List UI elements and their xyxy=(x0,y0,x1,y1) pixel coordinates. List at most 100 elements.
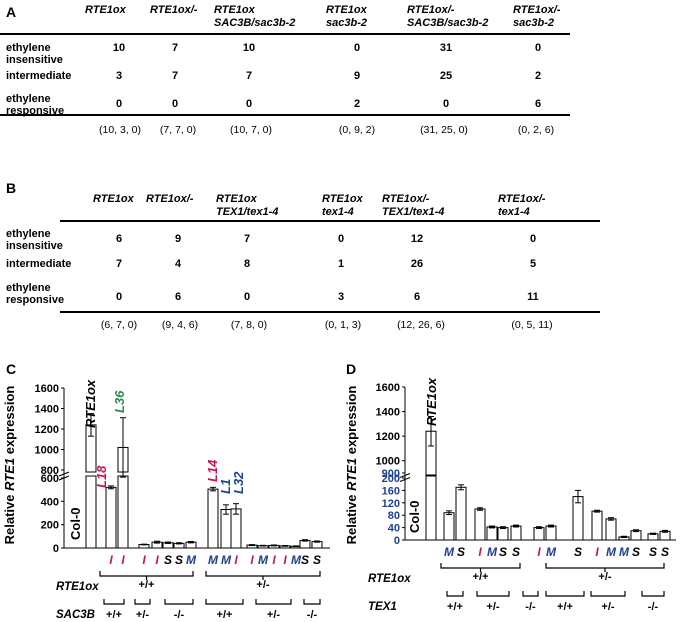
table-cell: 10 xyxy=(112,42,126,54)
group-bracket xyxy=(164,599,194,605)
bar-label: L36 xyxy=(112,390,127,413)
group-bracket xyxy=(545,563,665,569)
panel-letter: A xyxy=(6,4,17,20)
table-cell: 0 xyxy=(115,291,123,303)
table-cell: 5 xyxy=(529,258,537,270)
y-tick-label: 0 xyxy=(53,543,59,555)
panel-letter: C xyxy=(6,361,16,377)
category-label: S xyxy=(632,545,640,559)
table-cell: 2 xyxy=(353,98,361,110)
table-cell: 11 xyxy=(527,291,539,303)
category-label: I xyxy=(109,553,113,567)
category-label: I xyxy=(250,553,254,567)
column-header: RTE1ox/- SAC3B/sac3b-2 xyxy=(407,4,489,29)
count-tuple: (9, 4, 6) xyxy=(161,319,199,331)
count-tuple: (10, 3, 0) xyxy=(98,124,142,136)
column-header: RTE1ox xyxy=(85,4,126,16)
table-cell: 9 xyxy=(174,233,182,245)
bar-label: L14 xyxy=(205,459,220,482)
column-header: RTE1ox xyxy=(93,193,134,205)
y-axis-label: Relative RTE1 expression xyxy=(344,386,359,545)
table-cell: 31 xyxy=(439,42,453,54)
category-label: I xyxy=(478,545,482,559)
group-bracket xyxy=(446,591,464,597)
bar xyxy=(545,525,557,541)
category-label: S xyxy=(512,545,520,559)
y-tick-label: 120 xyxy=(382,498,400,510)
bar xyxy=(497,527,509,541)
bar xyxy=(605,518,617,541)
count-tuple: (10, 7, 0) xyxy=(229,124,273,136)
bar xyxy=(220,509,232,549)
category-label: I xyxy=(234,553,238,567)
bar xyxy=(85,475,97,549)
table-cell: 0 xyxy=(529,233,537,245)
y-tick-label: 200 xyxy=(41,520,59,532)
category-label: I xyxy=(272,553,276,567)
category-label: S xyxy=(164,553,172,567)
footer-rule xyxy=(60,311,600,313)
group-label: -/- xyxy=(525,601,536,613)
category-label: M xyxy=(619,545,630,559)
panel-letter: B xyxy=(6,180,17,196)
group-label: -/- xyxy=(307,609,318,621)
group-label: +/+ xyxy=(106,609,122,621)
table-cell: 10 xyxy=(242,42,256,54)
table-cell: 7 xyxy=(171,70,179,82)
category-label: I xyxy=(155,553,159,567)
count-tuple: (0, 2, 6) xyxy=(517,124,555,136)
axis-break-mark xyxy=(399,473,411,478)
category-label: S xyxy=(574,545,582,559)
y-tick-label: 1200 xyxy=(376,431,400,443)
group-bracket xyxy=(205,599,244,605)
group-bracket xyxy=(476,591,510,597)
count-tuple: (7, 7, 0) xyxy=(159,124,197,136)
y-axis-label-part: expression xyxy=(2,386,17,458)
bar-label: RTE1ox xyxy=(424,377,439,426)
group-bracket xyxy=(641,591,665,597)
table-cell: 6 xyxy=(413,291,421,303)
category-label: M xyxy=(606,545,617,559)
group-bracket xyxy=(134,599,151,605)
y-tick-label: 1200 xyxy=(35,424,59,436)
y-axis-label: Relative RTE1 expression xyxy=(2,386,17,545)
column-header: RTE1ox/- tex1-4 xyxy=(498,193,546,218)
panel-letter: D xyxy=(346,361,356,377)
group-bracket xyxy=(440,563,521,569)
category-label: I xyxy=(537,545,541,559)
y-tick-label: 80 xyxy=(388,510,400,522)
category-label: S xyxy=(661,545,669,559)
y-tick-label: 0 xyxy=(394,535,400,547)
y-tick-label: 600 xyxy=(41,473,59,485)
header-rule xyxy=(60,220,600,222)
group-bracket xyxy=(303,599,321,605)
table-cell: 1 xyxy=(337,258,345,270)
row-label: ethylene responsive xyxy=(6,282,65,306)
group-bracket xyxy=(545,591,585,597)
table-cell: 0 xyxy=(245,98,253,110)
y-tick-label: 800 xyxy=(41,465,59,477)
table-cell: 0 xyxy=(353,42,361,54)
y-tick-label: 200 xyxy=(382,473,400,485)
group-bracket xyxy=(99,571,194,577)
bar xyxy=(207,488,219,549)
group-label: +/- xyxy=(601,601,614,613)
count-tuple: (6, 7, 0) xyxy=(100,319,138,331)
group-bracket xyxy=(255,599,292,605)
bar xyxy=(425,475,437,541)
group-bracket xyxy=(590,591,626,597)
table-cell: 6 xyxy=(115,233,123,245)
group-label: +/- xyxy=(267,609,280,621)
table-cell: 7 xyxy=(245,70,253,82)
category-label: S xyxy=(649,545,657,559)
bar-label: L18 xyxy=(94,465,109,488)
bar xyxy=(533,527,545,541)
category-label: M xyxy=(208,553,219,567)
column-header: RTE1ox/- xyxy=(150,4,198,16)
table-cell: 0 xyxy=(337,233,345,245)
table-cell: 7 xyxy=(171,42,179,54)
bar xyxy=(474,508,486,541)
y-axis-label-part: RTE1 xyxy=(344,458,359,491)
count-tuple: (0, 5, 11) xyxy=(511,319,553,331)
y-tick-label: 1600 xyxy=(35,383,59,395)
